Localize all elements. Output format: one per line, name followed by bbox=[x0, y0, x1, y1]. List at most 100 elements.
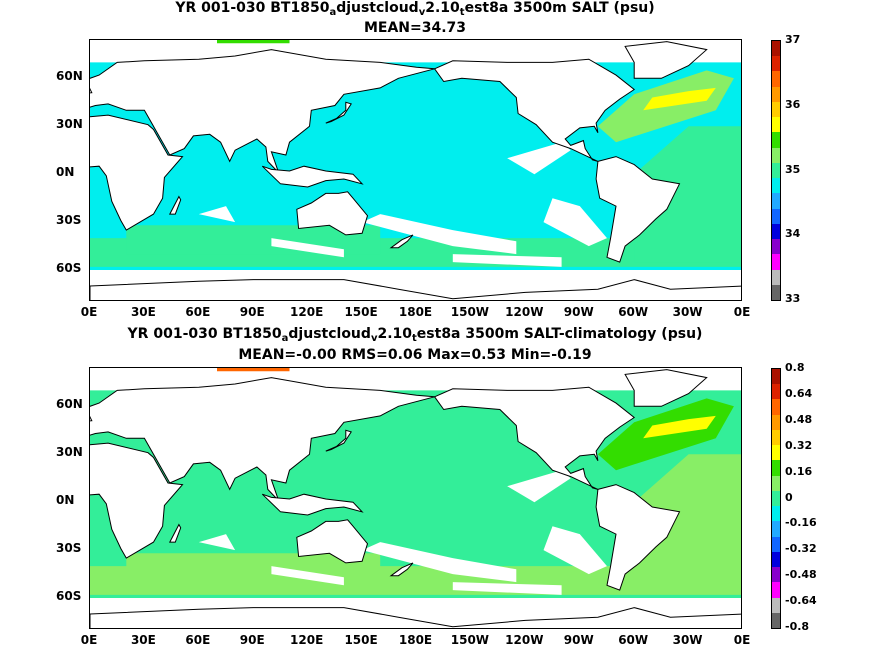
y-tick-label: 30N bbox=[56, 117, 83, 132]
x-tick-label: 120W bbox=[505, 305, 544, 319]
panel-2-colorbar bbox=[771, 368, 781, 629]
x-tick-label: 180E bbox=[398, 305, 433, 319]
colorbar-tick-label: -0.48 bbox=[785, 568, 817, 582]
colorbar-segment bbox=[772, 612, 780, 628]
colorbar-segment bbox=[772, 269, 780, 285]
map-canvas bbox=[90, 40, 741, 300]
panel-2-stats: MEAN=-0.00 RMS=0.06 Max=0.53 Min=-0.19 bbox=[238, 347, 592, 363]
ocean-field-atlantic_mid bbox=[634, 126, 741, 263]
colorbar-segment bbox=[772, 117, 780, 133]
x-tick-label: 60E bbox=[185, 633, 211, 647]
x-tick-label: 60W bbox=[618, 633, 649, 647]
colorbar-tick-label: -0.64 bbox=[785, 594, 817, 608]
x-tick-label: 120E bbox=[290, 633, 324, 647]
colorbar-tick-label: 0.64 bbox=[785, 386, 813, 400]
colorbar-tick-label: -0.32 bbox=[785, 542, 817, 556]
x-tick-label: 90W bbox=[563, 633, 594, 647]
y-tick-label: 30S bbox=[56, 213, 82, 228]
colorbar-segment bbox=[772, 521, 780, 537]
colorbar-segment bbox=[772, 193, 780, 209]
colorbar-segment bbox=[772, 384, 780, 400]
ocean-field-arctic bbox=[217, 40, 290, 44]
missing-data-gap bbox=[271, 566, 344, 586]
coastline-uk bbox=[90, 415, 93, 422]
missing-data-gap bbox=[452, 582, 562, 595]
colorbar-segment bbox=[772, 399, 780, 415]
coastline-greenland bbox=[624, 369, 708, 407]
colorbar-tick-label: 0.32 bbox=[785, 438, 813, 452]
coastline-australia bbox=[296, 519, 369, 564]
colorbar-tick-label: 0 bbox=[785, 490, 793, 504]
colorbar-segment bbox=[772, 284, 780, 300]
coastline-eurasia bbox=[90, 377, 435, 501]
x-tick-label: 150W bbox=[450, 305, 490, 319]
y-tick-label: 30S bbox=[56, 541, 82, 556]
colorbar-segment bbox=[772, 551, 780, 568]
x-tick-label: 0E bbox=[80, 633, 98, 647]
coastline-newzealand bbox=[389, 562, 414, 577]
ocean-field-atlantic_mid bbox=[634, 454, 741, 591]
colorbar-tick-label: 33 bbox=[785, 292, 801, 305]
x-tick-label: 90W bbox=[563, 305, 594, 319]
colorbar-segment bbox=[772, 460, 780, 476]
x-tick-label: 180E bbox=[398, 633, 433, 647]
x-tick-label: 150E bbox=[344, 633, 378, 647]
colorbar-segment bbox=[772, 490, 780, 507]
x-tick-label: 30E bbox=[130, 305, 156, 319]
x-tick-label: 0E bbox=[80, 305, 98, 319]
x-tick-label: 0E bbox=[733, 633, 751, 647]
coastline-indonesia bbox=[261, 493, 364, 516]
panel-2-title: YR 001-030 BT1850adjustcloudv2.10test8a … bbox=[127, 326, 703, 344]
y-tick-label: 0N bbox=[56, 493, 75, 508]
colorbar-segment bbox=[772, 582, 780, 598]
coastline-n_america bbox=[433, 386, 636, 490]
colorbar-segment bbox=[772, 445, 780, 461]
coastline-eurasia bbox=[90, 49, 435, 173]
x-tick-label: 60E bbox=[185, 305, 211, 319]
colorbar-tick-label: 0.8 bbox=[785, 361, 805, 374]
ocean-field-hot_spot bbox=[643, 87, 716, 111]
colorbar-segment bbox=[772, 223, 780, 240]
missing-data-gap bbox=[543, 526, 607, 575]
panel-1-stats: MEAN=34.73 bbox=[363, 20, 467, 36]
missing-data-gap bbox=[507, 470, 571, 503]
colorbar-segment bbox=[772, 208, 780, 224]
coastline-antarctica bbox=[90, 279, 741, 300]
colorbar-tick-label: -0.8 bbox=[785, 620, 810, 633]
coastline-indonesia bbox=[261, 165, 364, 188]
x-tick-label: 60W bbox=[618, 305, 649, 319]
coastline-australia bbox=[296, 191, 369, 236]
colorbar-tick-label: 35 bbox=[785, 162, 801, 176]
x-tick-label: 30E bbox=[130, 633, 156, 647]
y-tick-label: 60S bbox=[56, 261, 82, 276]
coastline-madagascar bbox=[168, 195, 182, 215]
colorbar-segment bbox=[772, 101, 780, 118]
coastline-n_america bbox=[433, 58, 636, 162]
y-tick-label: 30N bbox=[56, 445, 83, 460]
coastline-japan bbox=[325, 101, 352, 124]
x-tick-label: 30W bbox=[672, 305, 703, 319]
missing-data-gap bbox=[452, 254, 562, 267]
missing-data-gap bbox=[543, 198, 607, 247]
colorbar-segment bbox=[772, 475, 780, 491]
missing-data-gap bbox=[271, 238, 344, 258]
colorbar-segment bbox=[772, 536, 780, 552]
y-tick-label: 60N bbox=[56, 69, 83, 84]
colorbar-tick-label: 0.48 bbox=[785, 412, 813, 426]
colorbar-segment bbox=[772, 71, 780, 87]
panel-1-colorbar bbox=[771, 40, 781, 301]
missing-data-gap bbox=[362, 542, 517, 583]
colorbar-segment bbox=[772, 178, 780, 194]
coastline-africa bbox=[90, 114, 184, 231]
missing-data-gap bbox=[198, 534, 236, 551]
colorbar-segment bbox=[772, 162, 780, 179]
colorbar-tick-label: 0.16 bbox=[785, 464, 813, 478]
y-tick-label: 0N bbox=[56, 165, 75, 180]
coastline-africa bbox=[90, 442, 184, 559]
x-tick-label: 150E bbox=[344, 305, 378, 319]
colorbar-segment bbox=[772, 429, 780, 446]
colorbar-tick-label: 37 bbox=[785, 33, 801, 46]
x-tick-label: 90E bbox=[239, 305, 265, 319]
x-tick-label: 120W bbox=[505, 633, 544, 647]
coastline-greenland bbox=[624, 41, 708, 79]
